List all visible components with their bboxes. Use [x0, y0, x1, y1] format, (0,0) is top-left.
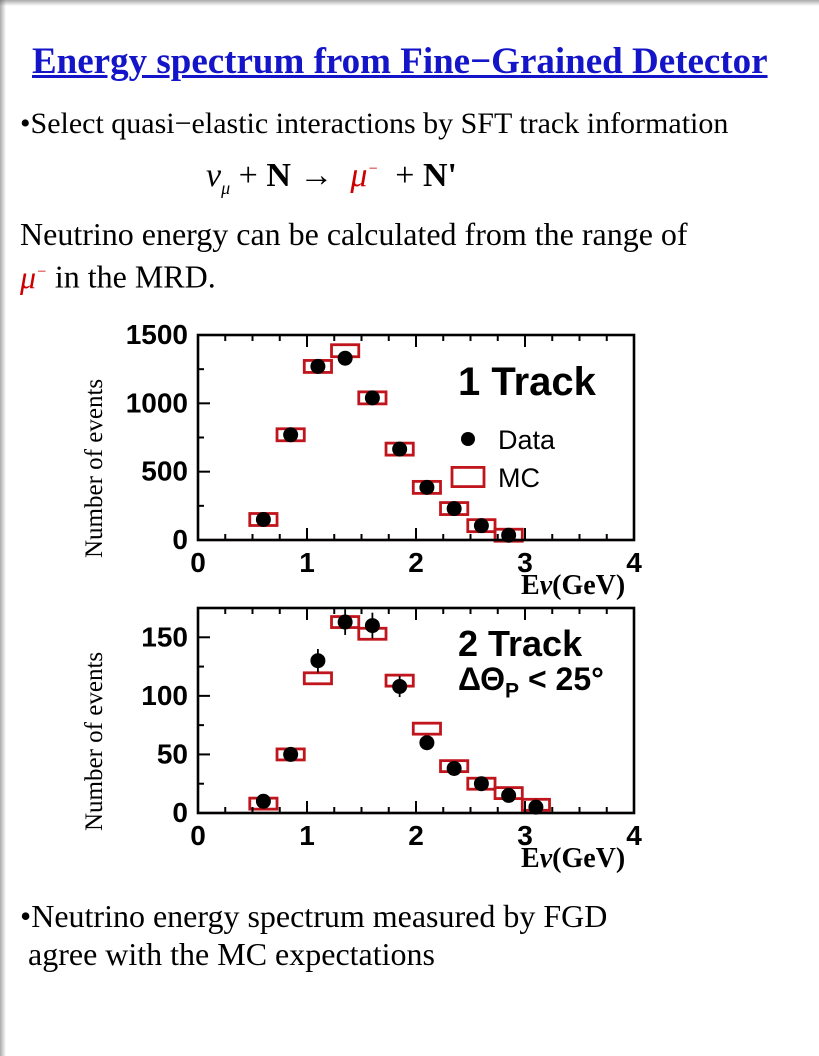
svg-text:2: 2 [408, 820, 424, 851]
svg-text:100: 100 [141, 680, 188, 711]
svg-text:1: 1 [299, 547, 315, 578]
svg-text:0: 0 [172, 797, 188, 828]
svg-text:4: 4 [626, 547, 642, 578]
svg-text:1000: 1000 [126, 387, 188, 418]
svg-text:4: 4 [626, 820, 642, 851]
svg-text:50: 50 [157, 738, 188, 769]
svg-text:2: 2 [408, 547, 424, 578]
svg-text:150: 150 [141, 621, 188, 652]
svg-text:0: 0 [190, 547, 206, 578]
svg-text:MC: MC [498, 463, 540, 493]
svg-text:0: 0 [190, 820, 206, 851]
svg-text:500: 500 [141, 456, 188, 487]
svg-text:1500: 1500 [126, 320, 188, 350]
svg-text:1: 1 [299, 820, 315, 851]
svg-text:1 Track: 1 Track [458, 360, 597, 404]
svg-text:Data: Data [498, 425, 556, 455]
svg-text:0: 0 [172, 524, 188, 555]
